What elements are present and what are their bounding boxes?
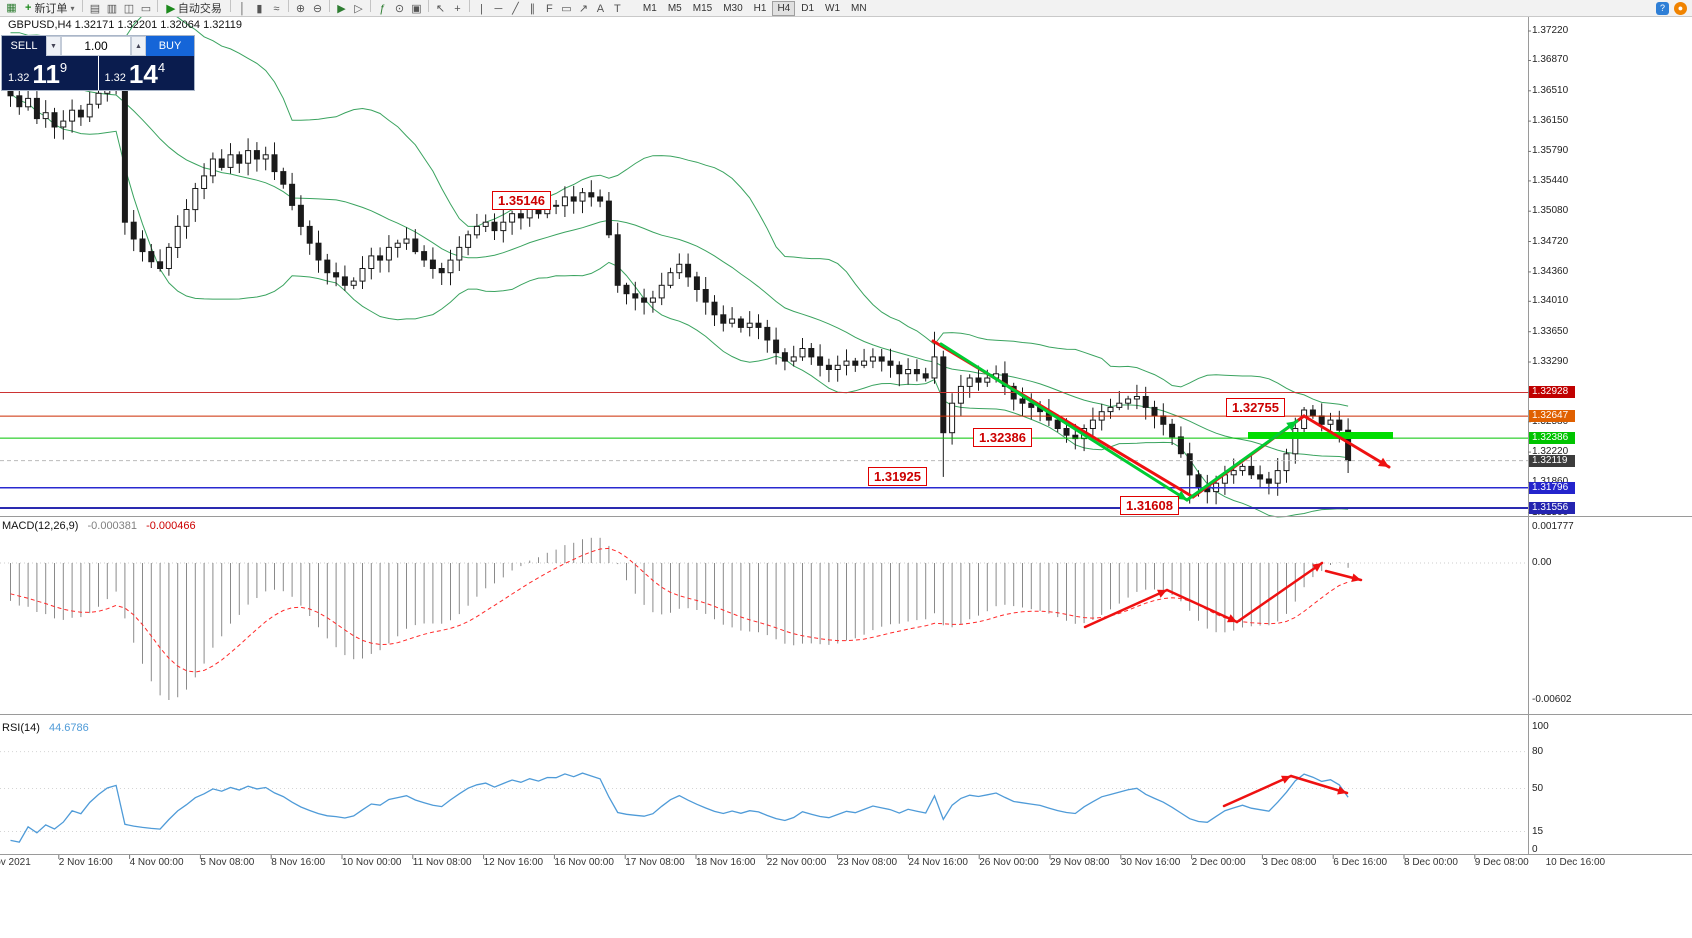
chart-ohlc-line: GBPUSD,H4 1.32171 1.32201 1.32064 1.3211… [8, 19, 243, 31]
new-order-label: 新订单 [34, 3, 68, 15]
indicators-icon[interactable]: ƒ [379, 2, 386, 15]
vertical-line-icon[interactable]: | [479, 2, 483, 15]
line-chart-icon[interactable]: ≈ [273, 2, 280, 15]
data-window-icon[interactable]: ▥ [106, 2, 118, 15]
buy-button[interactable]: BUY [146, 36, 194, 56]
shapes-icon[interactable]: ▭ [561, 2, 572, 15]
timeframe-mn[interactable]: MN [846, 1, 872, 16]
trendline-icon[interactable]: ╱ [512, 2, 519, 15]
macd-label: MACD(12,26,9) -0.000381 -0.000466 [2, 520, 196, 532]
timeframe-d1[interactable]: D1 [796, 1, 819, 16]
zoom-out-icon[interactable]: ⊖ [312, 2, 323, 15]
bid-price-pips: 11 [32, 59, 60, 89]
toolbar-separator [468, 0, 470, 12]
ask-price-point: 4 [157, 60, 166, 75]
main-toolbar: ▦ + 新订单 ▾ ▤ ▥ ◫ ▭ ▶ 自动交易 │ ▮ ≈ ⊕ ⊖ ▶ ▷ ƒ ⊙ ▣ ↖ + | ─ ╱ ∥ F ▭… [0, 0, 1692, 17]
toolbar-separator [328, 0, 330, 12]
new-order-icon: + [25, 2, 32, 14]
alerts-icon[interactable]: ● [1674, 2, 1687, 15]
ask-price-display[interactable]: 1.32 14 4 [98, 56, 194, 90]
cursor-icon[interactable]: ↖ [435, 2, 446, 15]
periods-icon[interactable]: ⊙ [394, 2, 405, 15]
macd-signal-value: -0.000466 [146, 520, 196, 532]
toolbar-separator [427, 0, 429, 12]
bid-price-point: 9 [59, 60, 68, 75]
bid-price-prefix: 1.32 [8, 72, 30, 84]
bars-chart-icon[interactable]: │ [238, 2, 246, 15]
templates-icon[interactable]: ▣ [411, 2, 422, 15]
text-icon[interactable]: A [596, 2, 605, 15]
toolbar-separator [287, 0, 289, 12]
auto-trading-icon: ▶ [166, 2, 175, 15]
toolbar-separator [157, 0, 159, 12]
timeframe-m15[interactable]: M15 [688, 1, 717, 16]
timeframe-h4[interactable]: H4 [772, 0, 796, 16]
chart-shift-icon[interactable]: ▷ [354, 2, 363, 15]
ask-price-prefix: 1.32 [104, 72, 126, 84]
ask-price-pips: 14 [128, 59, 158, 89]
candles-chart-icon[interactable]: ▮ [256, 2, 263, 15]
label-icon[interactable]: T [614, 2, 621, 15]
volume-input[interactable] [61, 36, 131, 56]
bid-price-display[interactable]: 1.32 11 9 [2, 56, 98, 90]
zoom-in-icon[interactable]: ⊕ [295, 2, 306, 15]
auto-scroll-icon[interactable]: ▶ [337, 2, 346, 15]
community-icon[interactable]: ? [1656, 2, 1669, 15]
arrows-icon[interactable]: ↗ [578, 2, 589, 15]
fibonacci-icon[interactable]: F [546, 2, 553, 15]
auto-trading-label: 自动交易 [177, 3, 222, 15]
terminal-icon[interactable]: ▭ [140, 2, 152, 15]
rsi-label: RSI(14) 44.6786 [2, 722, 89, 734]
macd-main-value: -0.000381 [87, 520, 138, 532]
profiles-icon[interactable]: ▤ [89, 2, 101, 15]
new-order-button[interactable]: + 新订单 ▾ [22, 1, 77, 16]
rsi-title: RSI(14) [2, 722, 40, 734]
horizontal-line-icon[interactable]: ─ [494, 2, 503, 15]
timeframe-m5[interactable]: M5 [663, 1, 687, 16]
timeframe-w1[interactable]: W1 [820, 1, 845, 16]
macd-title: MACD(12,26,9) [2, 520, 79, 532]
dropdown-caret-icon: ▾ [70, 3, 75, 13]
one-click-trading-panel: SELL ▼ ▲ BUY 1.32 11 9 1.32 14 4 [1, 35, 195, 91]
volume-decrease-button[interactable]: ▼ [46, 36, 61, 56]
auto-trading-button[interactable]: ▶ 自动交易 [163, 1, 224, 16]
volume-increase-button[interactable]: ▲ [131, 36, 146, 56]
timeframe-m1[interactable]: M1 [638, 1, 662, 16]
rsi-value: 44.6786 [48, 722, 89, 734]
toolbar-separator [82, 0, 84, 12]
crosshair-icon[interactable]: + [454, 2, 461, 15]
toolbar-separator [369, 0, 371, 12]
timeframe-h1[interactable]: H1 [749, 1, 772, 16]
new-chart-icon[interactable]: ▦ [6, 1, 17, 14]
navigator-icon[interactable]: ◫ [123, 2, 135, 15]
timeframe-m30[interactable]: M30 [718, 1, 747, 16]
channel-icon[interactable]: ∥ [529, 2, 536, 15]
sell-button[interactable]: SELL [2, 36, 46, 56]
toolbar-separator [229, 0, 231, 12]
